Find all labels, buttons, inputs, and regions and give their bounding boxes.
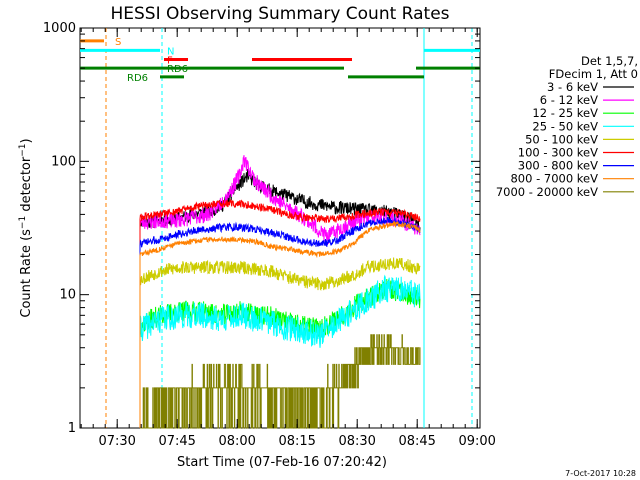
legend-header: FDecim 1, Att 0 bbox=[549, 67, 638, 81]
legend-item-label: 7000 - 20000 keV bbox=[496, 185, 598, 199]
legend-item-label: 100 - 300 keV bbox=[518, 146, 598, 160]
legend-item-label: 300 - 800 keV bbox=[518, 159, 598, 173]
legend-item-label: 800 - 7000 keV bbox=[510, 172, 598, 186]
x-axis-label: Start Time (07-Feb-16 07:20:42) bbox=[177, 455, 387, 470]
series-line bbox=[140, 334, 421, 429]
series-line bbox=[139, 168, 421, 428]
x-tick-label: 08:45 bbox=[398, 434, 435, 449]
y-tick-label: 10 bbox=[59, 288, 76, 303]
legend-item-label: 50 - 100 keV bbox=[525, 132, 598, 146]
series-line bbox=[139, 155, 421, 428]
timestamp: 7-Oct-2017 10:28 bbox=[565, 469, 636, 478]
y-axis-ticks: 1 10 100 1000 bbox=[43, 21, 480, 436]
x-tick-label: 08:15 bbox=[278, 434, 315, 449]
flag-label: N bbox=[167, 46, 174, 57]
series-line bbox=[139, 220, 421, 428]
flag-label: F bbox=[167, 56, 173, 67]
x-tick-label: 08:00 bbox=[218, 434, 255, 449]
legend-item-label: 6 - 12 keV bbox=[540, 93, 598, 107]
y-tick-label: 100 bbox=[51, 154, 76, 169]
series-lines bbox=[139, 155, 421, 429]
y-tick-label: 1 bbox=[68, 421, 76, 436]
x-tick-label: 07:45 bbox=[158, 434, 195, 449]
series-line bbox=[139, 257, 421, 428]
x-axis-ticks: 07:30 07:45 08:00 08:15 08:30 08:45 09:00 bbox=[80, 28, 496, 449]
x-tick-label: 09:00 bbox=[458, 434, 495, 449]
chart-title: HESSI Observing Summary Count Rates bbox=[110, 4, 449, 24]
series-line bbox=[139, 198, 421, 428]
y-axis-label: Count Rate (s−1 detector−1) bbox=[18, 138, 34, 317]
flag-label: RD6 bbox=[127, 73, 148, 84]
legend-header: Det 1,5,7, bbox=[581, 54, 638, 68]
series-line bbox=[139, 274, 421, 428]
y-tick-label: 1000 bbox=[43, 21, 76, 36]
flag-label: S bbox=[115, 37, 121, 48]
x-tick-label: 08:30 bbox=[338, 434, 375, 449]
x-tick-label: 07:30 bbox=[98, 434, 135, 449]
flag-label: RD6 bbox=[167, 64, 188, 75]
legend-item-label: 3 - 6 keV bbox=[547, 80, 598, 94]
legend-item-label: 12 - 25 keV bbox=[532, 106, 598, 120]
legend-item-label: 25 - 50 keV bbox=[532, 119, 598, 133]
time-markers bbox=[105, 28, 473, 428]
series-line bbox=[139, 215, 421, 428]
